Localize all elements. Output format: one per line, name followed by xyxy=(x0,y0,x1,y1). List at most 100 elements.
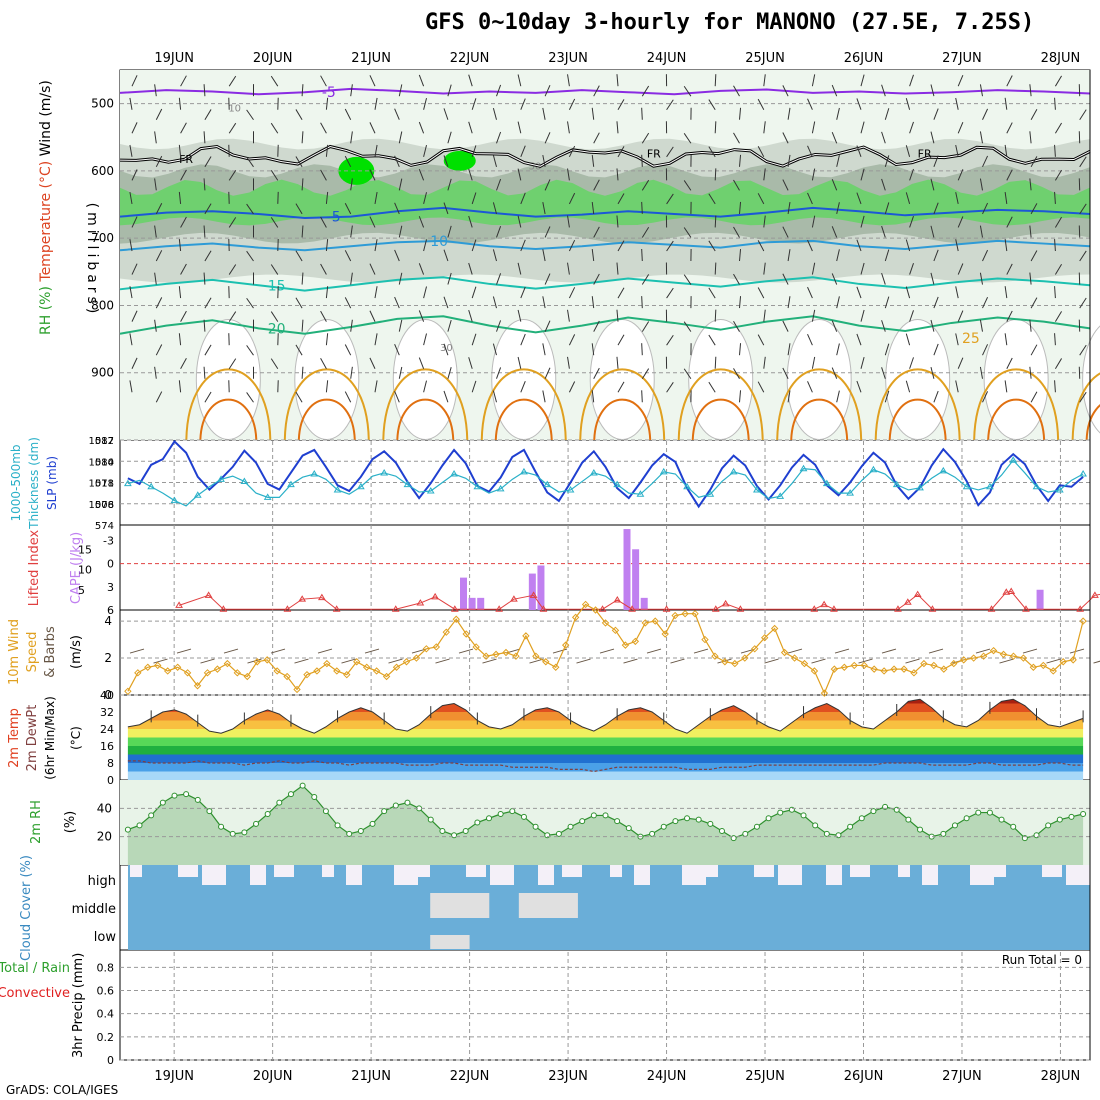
wind-barb xyxy=(270,217,279,228)
wind-barb xyxy=(807,98,813,110)
thickness-point xyxy=(939,466,948,474)
wind-barb xyxy=(369,122,376,134)
wind10m-barb xyxy=(764,658,779,664)
wind-barb xyxy=(807,239,813,252)
rh-contour-label: 10 xyxy=(228,104,241,115)
rh-point xyxy=(439,828,446,834)
rh-point xyxy=(183,791,190,798)
wind-barb xyxy=(374,333,378,346)
wind-barb xyxy=(909,310,914,322)
rh-point xyxy=(765,815,772,822)
wind-barb xyxy=(884,108,890,120)
rh-point xyxy=(963,815,970,822)
wind-barb xyxy=(320,216,327,228)
wind-barb xyxy=(398,84,403,97)
thickness-point xyxy=(1055,485,1064,493)
wind-barb xyxy=(905,145,911,157)
li-line xyxy=(178,590,1100,610)
wind10m-barb xyxy=(834,648,850,654)
wind-barb xyxy=(617,240,625,252)
wind-barb xyxy=(270,75,279,87)
temp-band xyxy=(127,754,1084,763)
wind-barb xyxy=(1079,156,1087,168)
wind-barb xyxy=(617,193,625,205)
wind-barb xyxy=(1054,358,1063,369)
rh-point xyxy=(520,813,527,820)
wind-barb xyxy=(568,334,576,346)
wind-barb xyxy=(520,98,526,110)
wind-barb xyxy=(394,391,400,403)
cloud-gap-high xyxy=(634,865,650,885)
yaxis-title-pressure: (millibars) xyxy=(84,203,100,318)
wind-barb xyxy=(344,297,352,309)
li-point xyxy=(830,605,838,612)
wind-barb xyxy=(320,122,327,134)
wind-barb xyxy=(757,98,765,110)
slp-ylabel: SLP (mb) xyxy=(45,456,59,510)
wind-barb xyxy=(129,192,133,204)
wind10m-barb xyxy=(576,658,591,664)
wind-barb xyxy=(856,380,862,393)
thickness-point xyxy=(496,484,505,492)
cloud-ylabel: Cloud Cover (%) xyxy=(19,855,34,961)
wind-speed-point xyxy=(472,643,480,651)
rh-point xyxy=(1068,813,1075,820)
wind-barb xyxy=(496,178,502,191)
wind-speed-point xyxy=(681,609,689,618)
wind-barb xyxy=(616,356,619,369)
x-tick-top: 24JUN xyxy=(647,51,687,66)
wind-speed-point xyxy=(154,661,162,670)
wind-barb xyxy=(544,226,551,238)
wind-barb xyxy=(708,240,716,252)
wind-barb xyxy=(811,356,816,369)
li-point xyxy=(1076,605,1085,612)
wind-barb xyxy=(228,311,237,322)
thickness-point xyxy=(753,485,761,493)
wind-barb xyxy=(1030,297,1038,309)
cloud-gap-high xyxy=(826,865,842,885)
wind-barb xyxy=(568,192,576,205)
cloud-gap-high xyxy=(202,865,226,885)
wind10m-barb xyxy=(200,658,215,664)
temp-tick: 32 xyxy=(100,706,114,719)
wind-barb xyxy=(492,296,497,309)
wind-barb xyxy=(203,366,206,379)
cloud-gap-high xyxy=(538,865,554,885)
temperature-contour-30 xyxy=(494,398,553,441)
wind-barb xyxy=(733,85,740,97)
thickness-point xyxy=(356,482,365,490)
wind-barb xyxy=(568,381,576,393)
wind-barb xyxy=(204,156,212,168)
wind-barb xyxy=(204,203,212,215)
wind-barb xyxy=(418,357,425,369)
wind-barb xyxy=(443,108,449,120)
wind-tick: 2 xyxy=(104,651,112,665)
precip-tick: 0.6 xyxy=(97,985,115,998)
wind-barb xyxy=(763,168,766,181)
wind-barb xyxy=(714,262,717,275)
wind-barb xyxy=(443,343,449,356)
wind-speed-point xyxy=(552,663,560,671)
wind-barb xyxy=(204,297,212,309)
wind10m-barb xyxy=(1022,648,1038,654)
wind10m-barb xyxy=(693,648,709,654)
wind-speed-point xyxy=(144,663,152,671)
wind-barb xyxy=(129,286,133,299)
wind-barb xyxy=(496,273,502,285)
slp-tick: 1008 xyxy=(89,500,114,511)
wind-barb xyxy=(155,202,163,215)
rh-point xyxy=(579,818,586,825)
wind-speed-point xyxy=(492,650,500,659)
wind-barb xyxy=(520,145,526,158)
wind-barb xyxy=(933,296,939,309)
wind-barb xyxy=(295,109,303,120)
wind-barb xyxy=(757,381,765,393)
freezing-label: FR xyxy=(179,153,193,166)
wind-barb xyxy=(666,146,674,158)
wind-speed-point xyxy=(203,669,212,677)
wind10m-barb xyxy=(975,648,991,654)
wind-barb xyxy=(1054,286,1056,299)
wind10m-barb xyxy=(1069,648,1085,654)
wind-barb xyxy=(544,320,551,332)
wind10m-barb xyxy=(270,648,286,654)
